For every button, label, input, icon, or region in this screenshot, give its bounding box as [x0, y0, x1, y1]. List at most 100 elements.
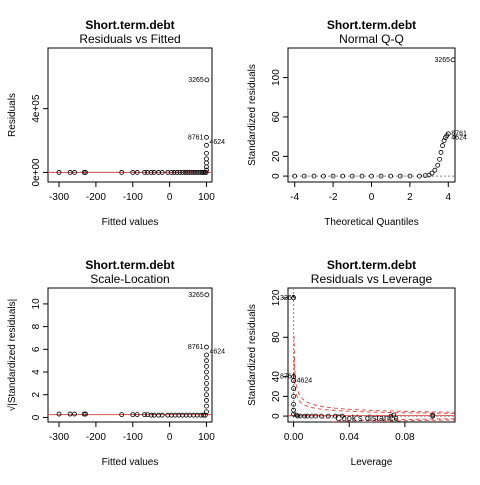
- x-tick-label: -300: [49, 432, 69, 443]
- data-point: [204, 352, 209, 358]
- data-point: [438, 150, 444, 155]
- y-tick-label: 20: [271, 390, 282, 402]
- data-point: [429, 170, 435, 176]
- data-point: [204, 292, 210, 298]
- data-point: [134, 170, 140, 175]
- data-point: [359, 173, 365, 179]
- data-point: [435, 162, 441, 168]
- chart-title: Short.term.debt: [85, 18, 174, 32]
- cooks-distance-contour: [356, 419, 455, 422]
- data-point: [417, 173, 422, 179]
- x-tick-label: 100: [198, 192, 215, 203]
- y-tick-label: 6: [31, 346, 42, 352]
- data-point: [291, 386, 296, 391]
- data-point: [191, 170, 197, 175]
- x-tick-label: 0.00: [284, 432, 304, 443]
- x-axis-label: Theoretical Quantiles: [324, 217, 419, 228]
- x-tick-label: -300: [49, 192, 69, 203]
- data-point: [204, 167, 209, 173]
- chart-subtitle: Residuals vs Leverage: [311, 272, 433, 286]
- data-point: [204, 398, 209, 403]
- data-point: [291, 393, 296, 399]
- y-tick-label: 0: [31, 414, 42, 420]
- data-point: [430, 412, 436, 418]
- data-point: [148, 412, 154, 418]
- y-tick-label: 80: [271, 331, 282, 343]
- data-point: [204, 386, 209, 392]
- data-point: [332, 413, 338, 419]
- data-point: [142, 170, 147, 175]
- data-point: [330, 173, 336, 179]
- data-point: [56, 170, 62, 175]
- x-tick-label: 4: [446, 192, 452, 203]
- x-tick-label: 100: [198, 432, 215, 443]
- x-axis-label: Leverage: [351, 457, 393, 468]
- x-tick-label: 0: [167, 432, 173, 443]
- chart-title: Short.term.debt: [327, 18, 416, 32]
- data-point: [134, 412, 140, 418]
- y-axis-label: Residuals: [7, 93, 18, 137]
- data-point: [292, 173, 298, 179]
- data-point: [151, 412, 157, 418]
- data-point: [301, 173, 307, 179]
- x-axis-label: Fitted values: [102, 217, 159, 228]
- data-point: [182, 170, 188, 175]
- data-point: [159, 170, 165, 175]
- x-axis-label: Fitted values: [102, 457, 159, 468]
- data-point: [325, 413, 331, 419]
- data-point: [201, 412, 206, 418]
- data-point: [407, 173, 413, 179]
- data-point: [291, 295, 296, 301]
- y-tick-label: 0: [271, 173, 282, 179]
- data-point: [321, 173, 326, 179]
- x-tick-label: 0: [369, 192, 375, 203]
- data-point: [142, 412, 147, 418]
- data-point: [388, 173, 394, 179]
- data-point: [119, 170, 125, 175]
- y-axis-label: Standardized residuals: [247, 64, 258, 166]
- data-point: [198, 170, 203, 175]
- data-point: [437, 156, 443, 162]
- y-tick-label: 4e+05: [31, 94, 42, 123]
- y-tick-label: 60: [271, 111, 282, 123]
- data-point: [349, 173, 355, 179]
- data-point: [313, 413, 319, 419]
- data-point: [369, 173, 374, 179]
- x-tick-label: 2: [407, 192, 413, 203]
- point-label: 3265: [188, 292, 204, 299]
- data-point: [193, 170, 199, 175]
- data-point: [130, 412, 136, 418]
- data-point: [81, 170, 87, 175]
- x-tick-label: -2: [329, 192, 338, 203]
- y-axis-label: √|Standardized residuals|: [6, 299, 18, 411]
- data-point: [177, 170, 183, 175]
- data-point: [189, 170, 195, 175]
- data-point: [83, 170, 88, 175]
- y-axis-label: Standardized residuals: [247, 304, 258, 406]
- data-point: [204, 380, 209, 386]
- cooks-distance-contour: [325, 418, 455, 422]
- data-point: [291, 401, 296, 407]
- point-label: 4624: [297, 378, 313, 385]
- data-point: [339, 413, 345, 419]
- point-label: 8761: [280, 374, 296, 381]
- x-tick-label: -4: [290, 192, 299, 203]
- y-tick-label: 8: [31, 323, 42, 329]
- x-tick-label: 0.04: [339, 432, 359, 443]
- data-point: [204, 403, 209, 409]
- data-point: [204, 363, 209, 369]
- data-point: [291, 378, 296, 384]
- data-point: [204, 392, 209, 398]
- y-tick-label: 0: [271, 413, 282, 419]
- point-label: 4624: [209, 139, 225, 146]
- data-point: [204, 142, 209, 148]
- y-tick-label: 100: [271, 69, 282, 86]
- data-point: [72, 411, 77, 417]
- data-point: [311, 173, 317, 179]
- x-tick-label: -200: [86, 432, 106, 443]
- data-point: [174, 170, 180, 175]
- data-point: [83, 411, 88, 417]
- chart-title: Short.term.debt: [327, 258, 416, 272]
- data-point: [204, 156, 209, 162]
- cooks-distance-contour: [293, 359, 455, 414]
